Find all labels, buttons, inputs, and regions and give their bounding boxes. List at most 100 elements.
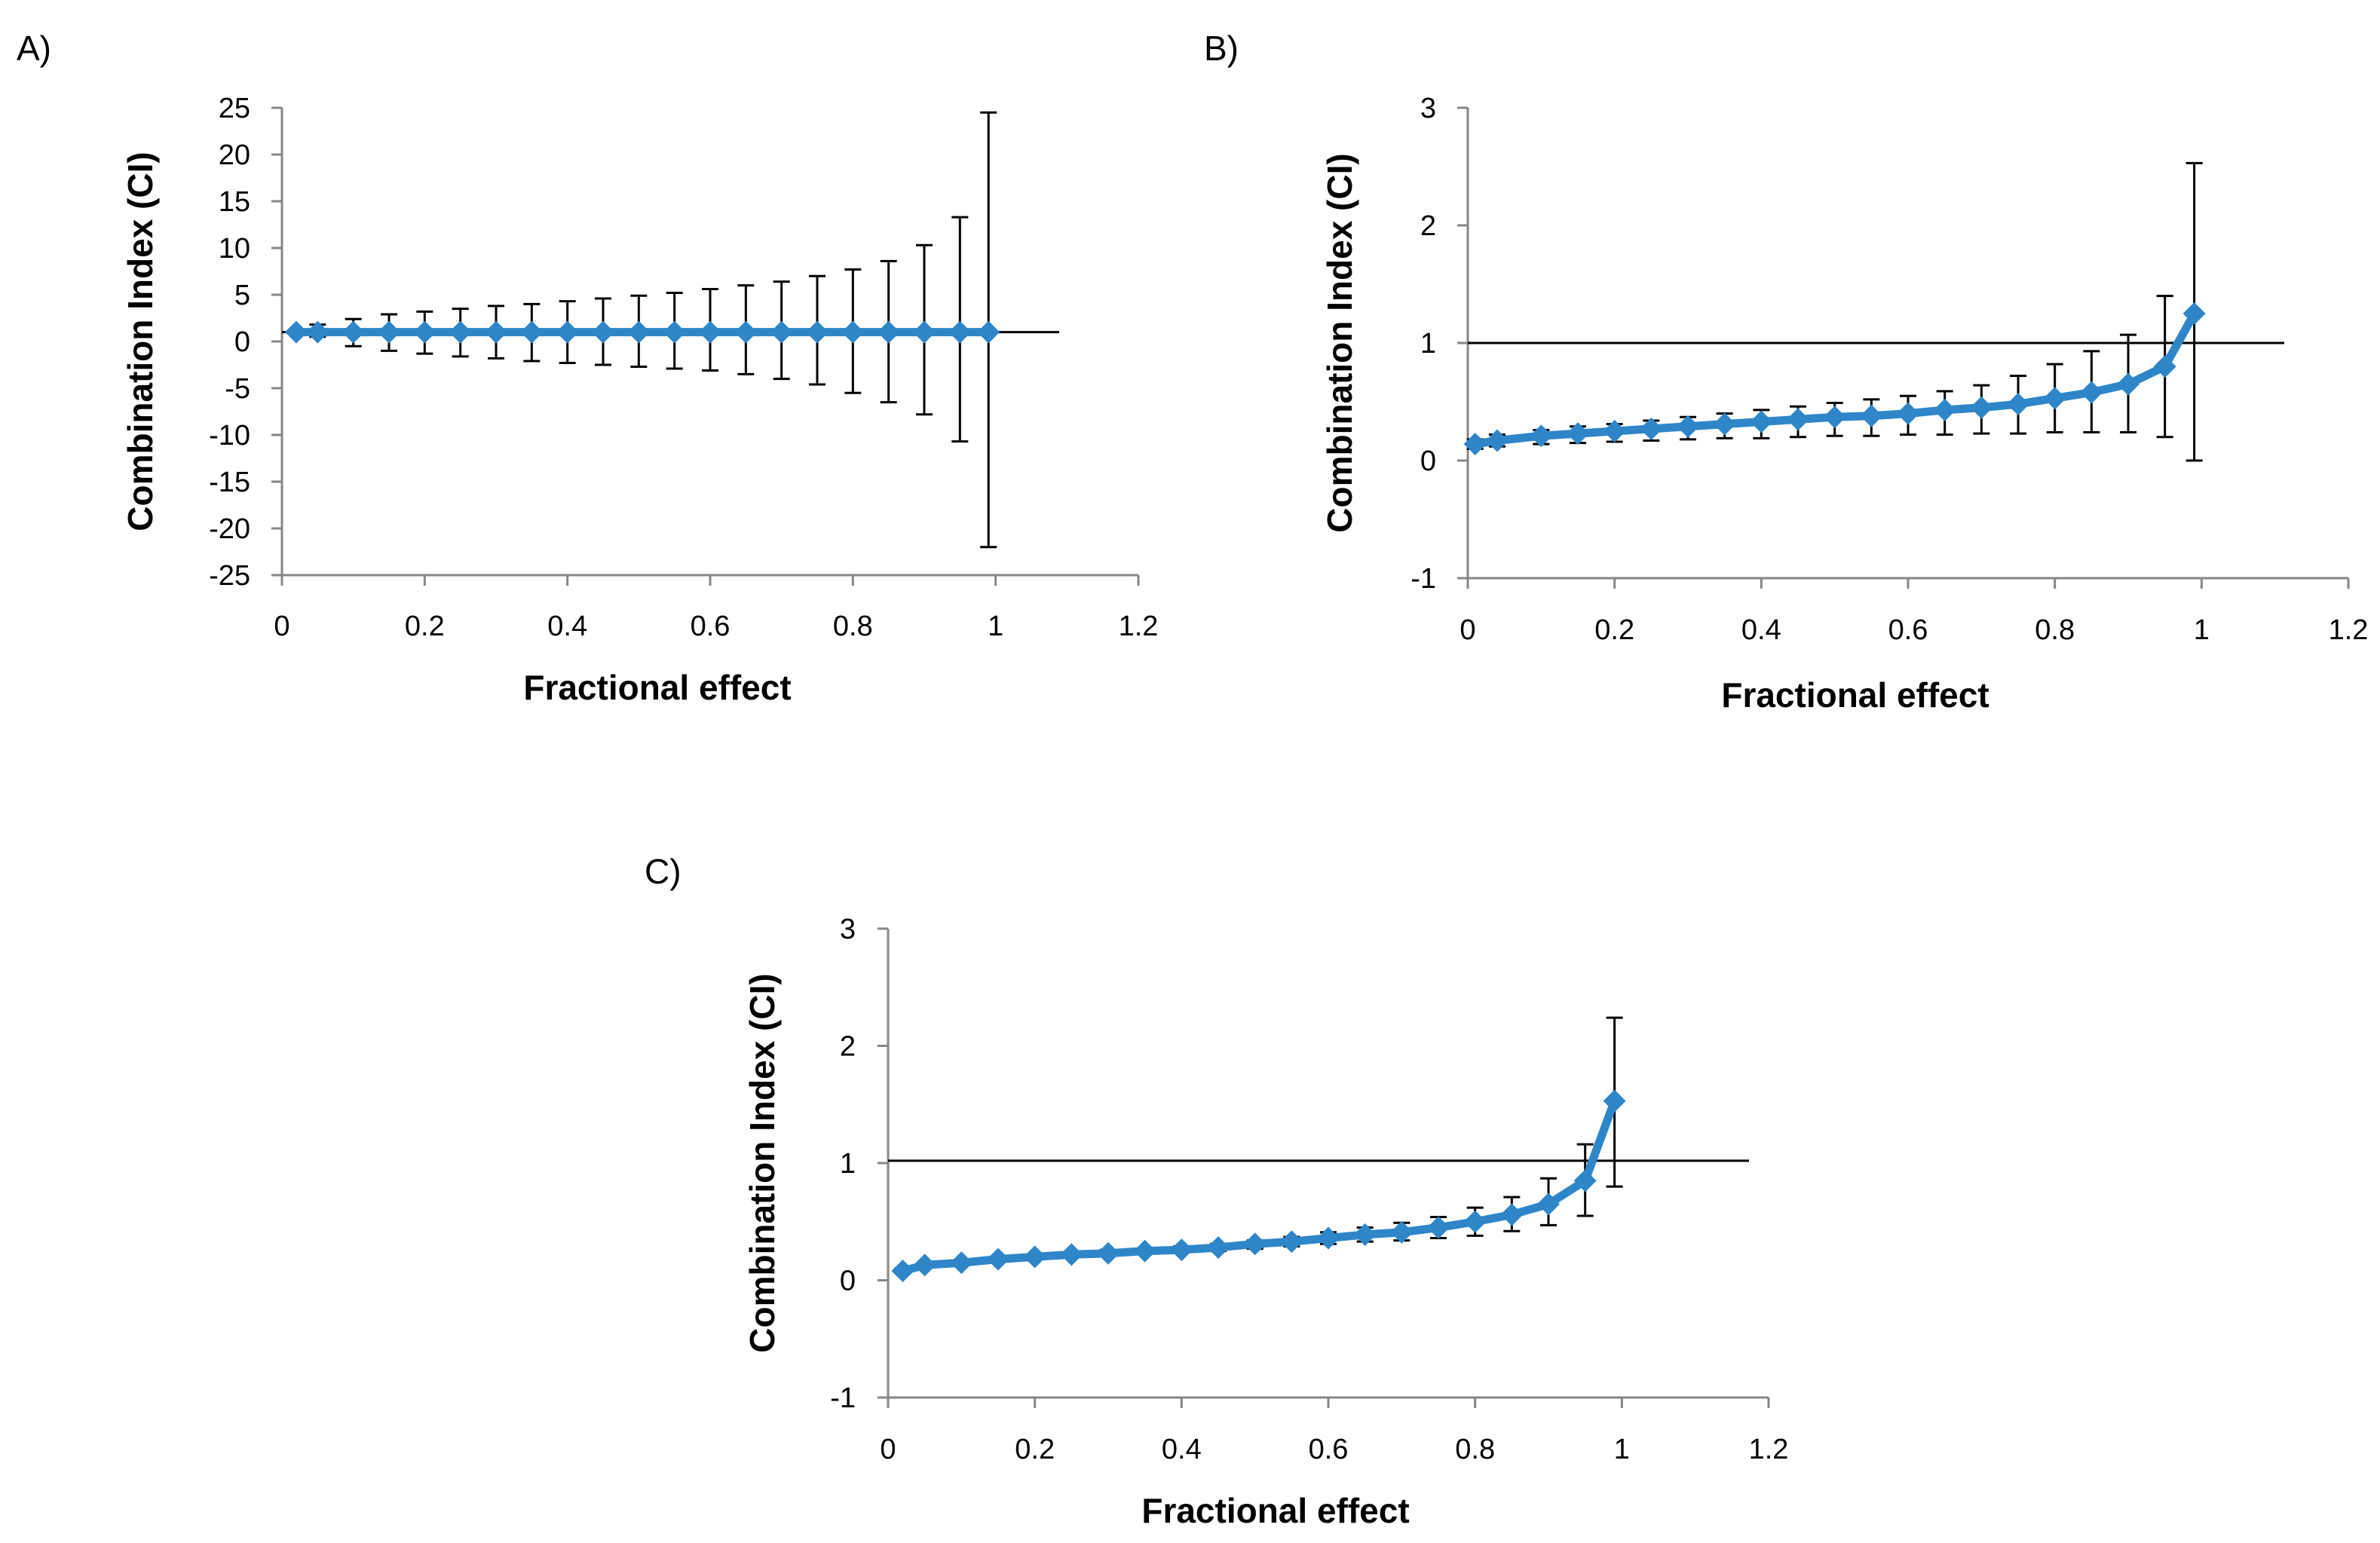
data-point <box>627 320 651 344</box>
y-tick-label: 0 <box>234 326 250 358</box>
x-tick-label: 1.2 <box>1749 1434 1789 1465</box>
data-point <box>1897 402 1919 425</box>
y-tick-label: 20 <box>219 139 250 171</box>
data-point <box>449 320 472 344</box>
x-tick-label: 1 <box>2194 614 2210 646</box>
data-point <box>2007 393 2029 416</box>
data-point <box>1573 1169 1597 1192</box>
data-point <box>1677 415 1699 438</box>
x-tick-label: 0 <box>880 1434 896 1465</box>
data-point <box>841 320 865 344</box>
data-point <box>1207 1235 1230 1259</box>
x-tick-label: 0.2 <box>1594 614 1634 646</box>
x-tick-label: 0.4 <box>547 611 587 642</box>
data-point <box>734 320 758 344</box>
y-tick-label: -1 <box>1411 563 1436 595</box>
x-tick-label: 0.6 <box>691 611 731 642</box>
y-axis-title: Combination Index (CI) <box>1320 153 1359 532</box>
x-tick-label: 0.6 <box>1888 614 1928 646</box>
data-point <box>1603 1089 1626 1113</box>
data-point <box>948 320 972 344</box>
y-tick-label: 2 <box>1420 210 1436 242</box>
panel-a: A) 25 20 15 10 5 0 -5 -10 -15 -20 -25 0 0.2 0.4 0.6 0.8 1… <box>17 29 1158 707</box>
y-axis-title: Combination Index (CI) <box>743 973 782 1352</box>
data-point <box>806 320 829 344</box>
data-point <box>699 320 721 344</box>
x-tick-label: 0.8 <box>833 611 873 642</box>
data-point <box>877 320 900 344</box>
y-tick-label: 5 <box>234 280 250 311</box>
data-point <box>1567 422 1589 445</box>
x-tick-label: 0.4 <box>1741 614 1781 646</box>
data-point <box>413 320 436 344</box>
data-point <box>1500 1203 1524 1226</box>
data-point <box>1750 410 1773 433</box>
x-axis-title: Fractional effect <box>1721 675 1989 715</box>
data-point <box>913 320 936 344</box>
data-point <box>485 320 507 344</box>
data-point <box>1530 424 1553 448</box>
data-point <box>1823 406 1846 429</box>
data-point <box>1353 1223 1377 1246</box>
data-point <box>1603 420 1626 442</box>
y-tick-label: 25 <box>219 93 250 124</box>
data-point <box>913 1254 936 1277</box>
y-tick-label: -5 <box>225 373 250 405</box>
data-point <box>2117 372 2140 396</box>
data-point <box>770 320 793 344</box>
x-tick-label: 0.8 <box>2035 614 2075 646</box>
x-axis-title: Fractional effect <box>523 668 791 707</box>
data-point <box>284 320 308 344</box>
data-point <box>1933 398 1956 421</box>
y-tick-label: -15 <box>209 467 250 498</box>
y-tick-label: 1 <box>840 1148 856 1180</box>
x-tick-label: 0 <box>274 611 289 642</box>
panel-label: A) <box>17 29 51 68</box>
data-point <box>1485 429 1509 452</box>
data-point <box>1427 1216 1450 1239</box>
data-point <box>1787 408 1809 431</box>
x-tick-label: 0.2 <box>1015 1434 1055 1465</box>
data-point <box>1640 417 1663 440</box>
x-tick-label: 1 <box>988 611 1003 642</box>
x-tick-label: 0.8 <box>1455 1434 1495 1465</box>
data-point <box>950 1251 973 1275</box>
data-point <box>1060 1243 1083 1266</box>
x-tick-label: 0.2 <box>405 611 445 642</box>
data-point <box>306 320 329 344</box>
x-tick-label: 0.4 <box>1162 1434 1202 1465</box>
y-axis-title: Combination Index (CI) <box>121 152 160 531</box>
data-point <box>663 320 686 344</box>
y-tick-label: 15 <box>219 186 250 218</box>
y-tick-label: -1 <box>830 1382 856 1414</box>
data-point <box>1170 1238 1193 1262</box>
data-point <box>891 1260 914 1283</box>
panel-label: B) <box>1204 29 1239 68</box>
y-tick-label: 3 <box>1420 93 1436 124</box>
data-point <box>1713 412 1736 436</box>
x-tick-label: 0.6 <box>1309 1434 1349 1465</box>
data-point <box>1317 1226 1340 1250</box>
y-tick-label: 2 <box>840 1031 856 1063</box>
data-point <box>1243 1232 1267 1256</box>
data-point <box>987 1248 1009 1271</box>
data-point <box>1860 404 1883 427</box>
data-point <box>2182 302 2206 325</box>
data-point <box>520 320 544 344</box>
y-tick-label: -10 <box>209 420 250 452</box>
data-point <box>592 320 614 344</box>
x-tick-label: 1.2 <box>1119 611 1159 642</box>
data-point <box>977 320 1000 344</box>
data-point <box>1097 1241 1120 1265</box>
data-point <box>556 320 579 344</box>
data-point <box>1463 1210 1487 1233</box>
data-point <box>2080 381 2103 404</box>
x-tick-label: 1 <box>1614 1434 1630 1465</box>
data-point <box>1390 1220 1414 1244</box>
data-point <box>1537 1192 1560 1216</box>
y-tick-label: 0 <box>840 1266 856 1297</box>
y-tick-label: -20 <box>209 513 250 545</box>
panel-label: C) <box>645 852 682 891</box>
x-tick-label: 0 <box>1460 614 1475 646</box>
